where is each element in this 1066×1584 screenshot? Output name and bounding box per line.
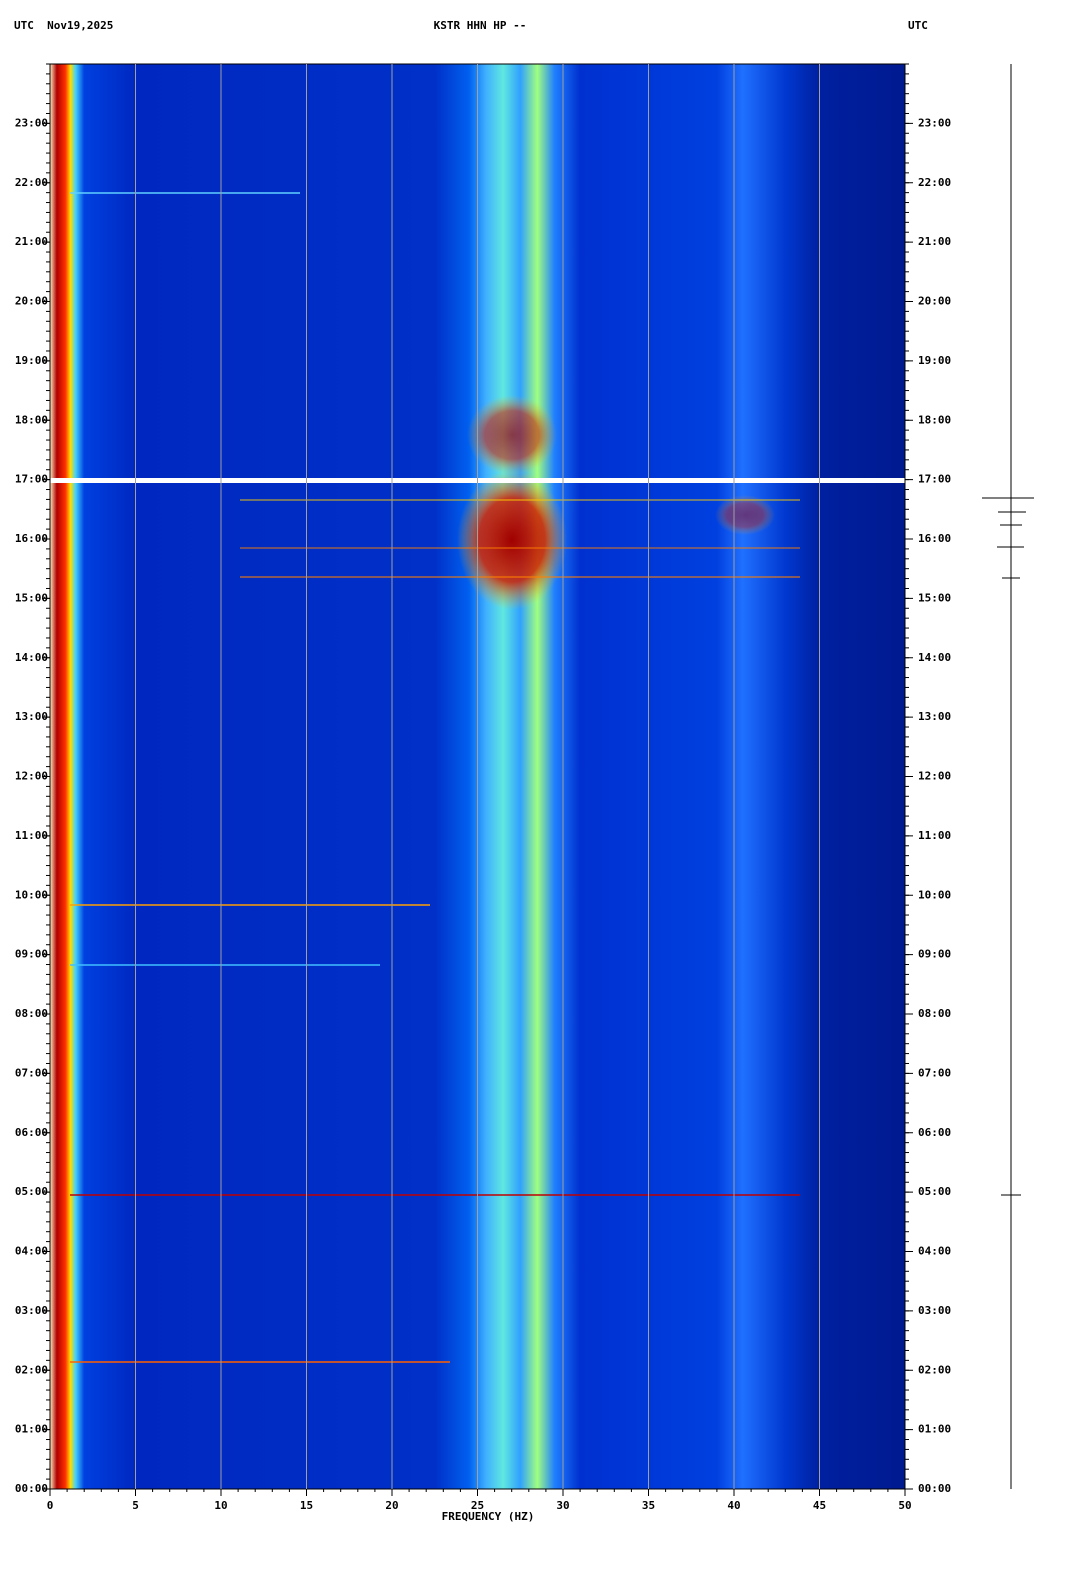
- y-tick-label: 22:00: [15, 176, 48, 189]
- y-tick-label: 23:00: [15, 116, 48, 129]
- energy-burst: [467, 395, 557, 475]
- y-tick-label-right: 04:00: [918, 1245, 951, 1258]
- x-tick-label: 50: [898, 1499, 911, 1512]
- y-tick-label: 10:00: [15, 888, 48, 901]
- y-tick-label-right: 20:00: [918, 295, 951, 308]
- x-tick-label: 0: [47, 1499, 54, 1512]
- y-tick-label-right: 02:00: [918, 1363, 951, 1376]
- y-tick-label: 02:00: [15, 1363, 48, 1376]
- y-tick-label-right: 07:00: [918, 1066, 951, 1079]
- y-tick-label-right: 18:00: [918, 413, 951, 426]
- y-tick-label: 01:00: [15, 1423, 48, 1436]
- x-tick-label: 10: [214, 1499, 227, 1512]
- y-tick-label-right: 08:00: [918, 1007, 951, 1020]
- y-tick-label: 07:00: [15, 1066, 48, 1079]
- y-tick-label-right: 14:00: [918, 651, 951, 664]
- x-tick-label: 5: [132, 1499, 139, 1512]
- y-tick-label-right: 13:00: [918, 710, 951, 723]
- x-tick-label: 45: [813, 1499, 826, 1512]
- y-tick-label: 11:00: [15, 829, 48, 842]
- y-tick-label: 13:00: [15, 710, 48, 723]
- seismogram: [982, 64, 1034, 1489]
- y-tick-label-right: 23:00: [918, 116, 951, 129]
- y-tick-label-right: 19:00: [918, 354, 951, 367]
- y-tick-label: 04:00: [15, 1245, 48, 1258]
- x-tick-label: 35: [642, 1499, 655, 1512]
- x-tick-label: 15: [300, 1499, 313, 1512]
- streaks: [70, 192, 800, 1363]
- x-tick-label: 20: [385, 1499, 398, 1512]
- y-tick-label: 17:00: [15, 473, 48, 486]
- y-tick-label: 14:00: [15, 651, 48, 664]
- y-tick-label-right: 21:00: [918, 235, 951, 248]
- y-tick-label-right: 00:00: [918, 1482, 951, 1495]
- y-tick-label-right: 10:00: [918, 888, 951, 901]
- top-left-label: UTC Nov19,2025: [14, 19, 113, 32]
- y-tick-label: 18:00: [15, 413, 48, 426]
- y-tick-label-right: 01:00: [918, 1423, 951, 1436]
- y-tick-label-right: 22:00: [918, 176, 951, 189]
- y-tick-label: 00:00: [15, 1482, 48, 1495]
- x-tick-label: 25: [471, 1499, 484, 1512]
- x-tick-label: 40: [727, 1499, 740, 1512]
- y-tick-label: 16:00: [15, 532, 48, 545]
- top-right-label: UTC: [908, 19, 928, 32]
- y-tick-label: 03:00: [15, 1304, 48, 1317]
- y-tick-label: 05:00: [15, 1185, 48, 1198]
- y-tick-label: 08:00: [15, 1007, 48, 1020]
- y-tick-label-right: 09:00: [918, 948, 951, 961]
- y-tick-label: 20:00: [15, 295, 48, 308]
- y-tick-label-right: 12:00: [918, 770, 951, 783]
- y-tick-label-right: 11:00: [918, 829, 951, 842]
- y-tick-label: 12:00: [15, 770, 48, 783]
- y-tick-label-right: 03:00: [918, 1304, 951, 1317]
- y-tick-label: 06:00: [15, 1126, 48, 1139]
- y-tick-label: 21:00: [15, 235, 48, 248]
- y-tick-label-right: 05:00: [918, 1185, 951, 1198]
- y-tick-label-right: 16:00: [918, 532, 951, 545]
- y-tick-label-right: 17:00: [918, 473, 951, 486]
- chart-title: KSTR HHN HP --: [434, 19, 527, 32]
- x-axis-label: FREQUENCY (HZ): [442, 1510, 535, 1523]
- energy-burst: [457, 470, 567, 610]
- y-tick-label-right: 06:00: [918, 1126, 951, 1139]
- y-tick-label: 19:00: [15, 354, 48, 367]
- y-tick-label-right: 15:00: [918, 591, 951, 604]
- x-tick-label: 30: [556, 1499, 569, 1512]
- y-tick-label: 09:00: [15, 948, 48, 961]
- energy-burst: [715, 495, 775, 535]
- y-tick-label: 15:00: [15, 591, 48, 604]
